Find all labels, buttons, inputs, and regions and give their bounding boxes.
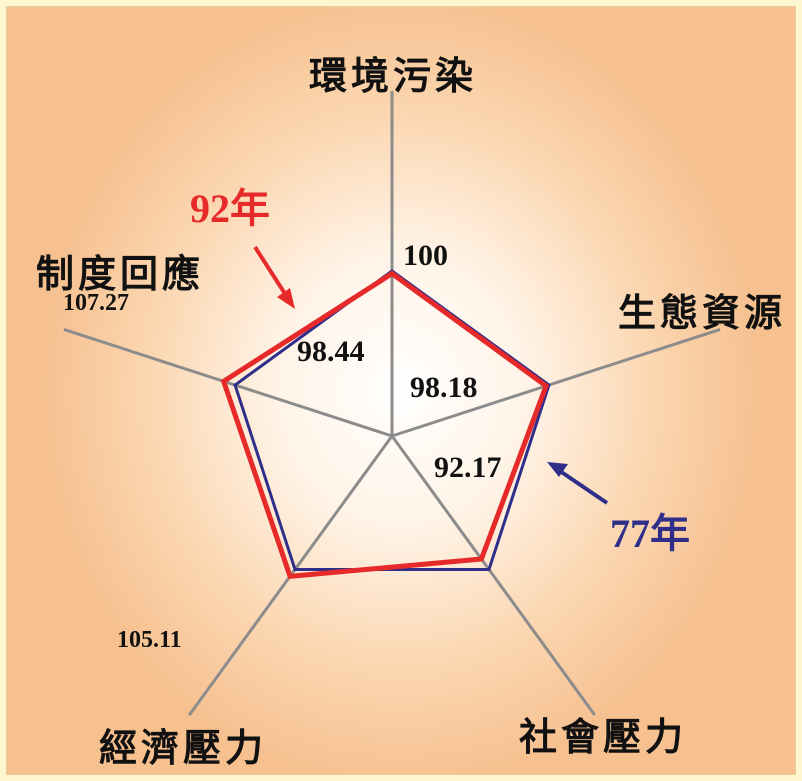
legend-92-arrow-line	[253, 245, 291, 302]
axis-label-economic: 經濟壓力	[99, 726, 267, 770]
axis-line-2	[390, 435, 596, 716]
value-label-environment: 98.44	[297, 335, 365, 368]
value-label-social: 92.17	[434, 451, 502, 484]
axis-line-1	[391, 327, 721, 438]
axis-label-institution: 制度回應	[36, 252, 204, 296]
radar-chart: 環境污染 生態資源 社會壓力 經濟壓力 制度回應 100 98.44 98.18…	[36, 54, 786, 770]
value-label-ecology: 98.18	[410, 371, 478, 404]
value-label-institution: 107.27	[63, 290, 129, 316]
series-92-layer	[220, 270, 550, 579]
legend-77-label: 77年	[610, 511, 690, 556]
legend-92-label: 92年	[190, 186, 270, 231]
radar-axes	[63, 91, 721, 716]
legend-77-arrow-line	[555, 467, 609, 505]
axis-label-ecology: 生態資源	[618, 291, 786, 335]
legend-77-arrow-head	[547, 462, 568, 477]
axis-label-social: 社會壓力	[519, 715, 687, 759]
series-polygon-92	[220, 270, 550, 579]
axis-label-environment: 環境污染	[309, 54, 477, 98]
scale-label-100: 100	[403, 239, 448, 272]
value-label-economic: 105.11	[117, 627, 182, 653]
axis-line-4	[63, 327, 393, 438]
chart-frame: 環境污染 生態資源 社會壓力 經濟壓力 制度回應 100 98.44 98.18…	[6, 6, 796, 775]
legend-92-arrow-head	[277, 288, 295, 309]
